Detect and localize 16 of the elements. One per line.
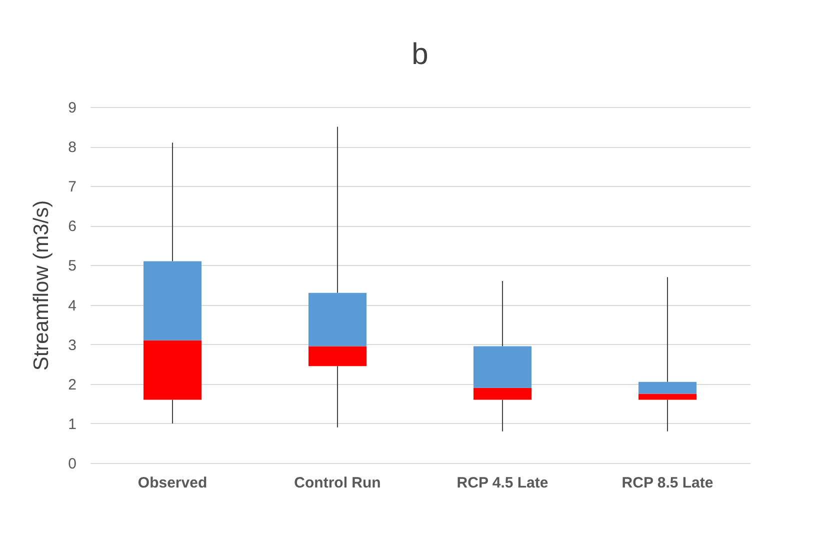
chart-title: b <box>412 38 428 71</box>
y-tick-label: 7 <box>68 178 76 196</box>
y-tick-label: 8 <box>68 139 76 156</box>
x-tick-label: RCP 4.5 Late <box>456 474 548 492</box>
y-tick-label: 9 <box>68 100 76 116</box>
y-tick-label: 6 <box>68 218 76 236</box>
x-tick-label: Observed <box>138 474 208 492</box>
y-tick-label: 4 <box>68 297 76 314</box>
y-tick-label: 1 <box>68 416 76 433</box>
y-tick-label: 2 <box>68 376 76 394</box>
x-tick-label: RCP 8.5 Late <box>622 474 714 492</box>
y-tick-label: 5 <box>68 258 76 275</box>
y-tick-label: 0 <box>68 456 76 472</box>
x-tick-label: Control Run <box>294 474 381 492</box>
y-tick-label: 3 <box>68 336 76 354</box>
y-axis-title: Streamflow (m3/s) <box>30 200 54 371</box>
